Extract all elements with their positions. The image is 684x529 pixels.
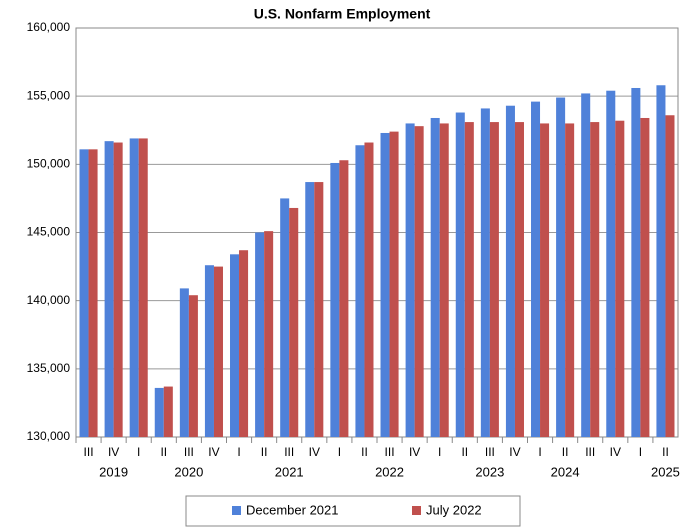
bar: [405, 123, 415, 437]
bar: [489, 122, 499, 437]
year-label: 2019: [99, 464, 128, 479]
y-tick-label: 145,000: [27, 225, 71, 239]
bar: [264, 231, 274, 437]
bar: [163, 386, 173, 437]
x-tick-label: II: [160, 445, 167, 459]
bar: [505, 105, 515, 438]
bar: [113, 142, 123, 437]
bar: [79, 149, 89, 437]
x-tick-label: II: [562, 445, 569, 459]
bar: [640, 117, 650, 437]
bar: [615, 120, 625, 437]
bar: [255, 232, 265, 437]
bar: [339, 160, 349, 437]
x-tick-label: IV: [309, 445, 320, 459]
y-tick-label: 160,000: [27, 20, 71, 34]
bar: [230, 254, 240, 437]
bar: [389, 131, 399, 437]
x-tick-label: II: [261, 445, 268, 459]
y-tick-label: 130,000: [27, 429, 71, 443]
bar: [656, 85, 666, 437]
legend-swatch: [232, 506, 241, 515]
bar: [531, 101, 541, 438]
bar: [590, 122, 600, 437]
x-tick-label: IV: [509, 445, 520, 459]
x-tick-label: I: [137, 445, 140, 459]
x-tick-label: II: [662, 445, 669, 459]
bar: [289, 207, 299, 437]
year-label: 2024: [551, 464, 580, 479]
bar: [430, 117, 440, 437]
x-tick-label: III: [485, 445, 495, 459]
bar: [606, 90, 616, 438]
x-tick-label: IV: [409, 445, 420, 459]
bar: [665, 115, 675, 438]
x-tick-label: II: [461, 445, 468, 459]
bar: [239, 250, 249, 437]
y-tick-label: 135,000: [27, 361, 71, 375]
x-tick-label: II: [361, 445, 368, 459]
x-tick-label: IV: [108, 445, 119, 459]
x-tick-label: III: [585, 445, 595, 459]
bar: [138, 138, 148, 437]
x-tick-label: IV: [208, 445, 219, 459]
bar: [480, 108, 490, 437]
x-tick-label: I: [438, 445, 441, 459]
year-label: 2021: [275, 464, 304, 479]
bar: [104, 141, 114, 437]
x-tick-label: III: [284, 445, 294, 459]
x-tick-label: IV: [610, 445, 621, 459]
bar: [188, 295, 198, 437]
x-tick-label: I: [338, 445, 341, 459]
legend-label: December 2021: [246, 502, 339, 517]
bar: [314, 182, 324, 437]
bar: [179, 288, 189, 437]
year-label: 2022: [375, 464, 404, 479]
x-tick-label: III: [184, 445, 194, 459]
bar: [540, 123, 550, 437]
year-label: 2020: [174, 464, 203, 479]
bar: [305, 182, 315, 437]
x-tick-label: I: [538, 445, 541, 459]
bar: [556, 97, 566, 437]
x-tick-label: I: [237, 445, 240, 459]
legend-label: July 2022: [426, 502, 482, 517]
chart-title: U.S. Nonfarm Employment: [254, 6, 431, 22]
x-tick-label: III: [385, 445, 395, 459]
bar: [355, 145, 365, 437]
bar: [330, 162, 340, 437]
bar: [455, 112, 465, 437]
bar: [129, 138, 139, 437]
legend-box: [185, 495, 521, 527]
bar: [380, 132, 390, 437]
year-label: 2023: [475, 464, 504, 479]
x-tick-label: I: [639, 445, 642, 459]
bar: [204, 265, 214, 437]
bar: [364, 142, 374, 437]
bar: [213, 266, 223, 437]
x-tick-label: III: [84, 445, 94, 459]
bar: [154, 387, 164, 437]
bar: [565, 123, 575, 437]
bar: [514, 122, 524, 437]
y-tick-label: 140,000: [27, 293, 71, 307]
bar: [439, 123, 449, 437]
bar: [414, 126, 424, 437]
bar: [631, 87, 641, 437]
bar: [581, 93, 591, 437]
legend-swatch: [412, 506, 421, 515]
y-tick-label: 155,000: [27, 88, 71, 102]
bar: [280, 198, 290, 437]
year-label: 2025: [651, 464, 680, 479]
bar: [464, 122, 474, 437]
bar: [88, 149, 98, 437]
y-tick-label: 150,000: [27, 157, 71, 171]
